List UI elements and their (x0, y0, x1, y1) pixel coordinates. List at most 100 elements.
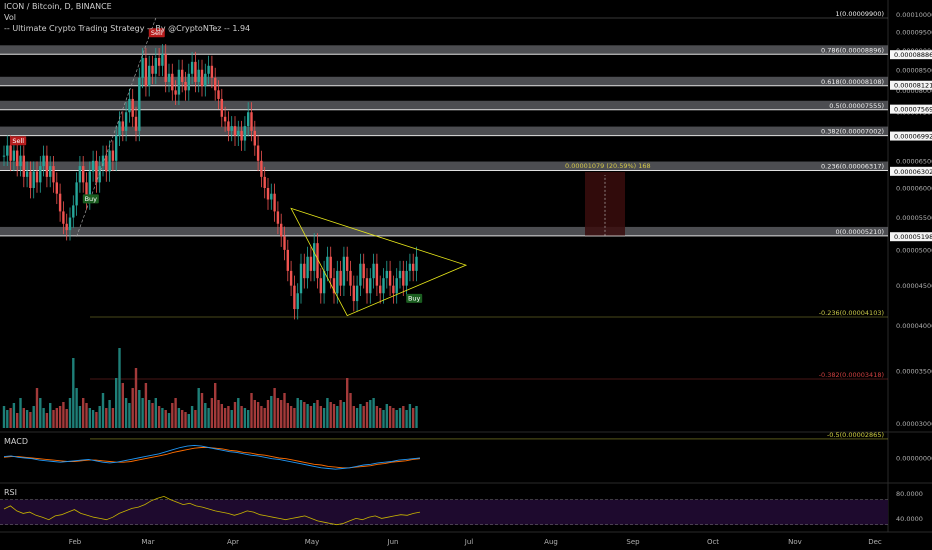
volume-bar (256, 402, 260, 428)
price-marker-bg (890, 131, 932, 141)
candle-body (144, 57, 148, 87)
candle-body (111, 150, 115, 161)
candle-body (352, 285, 355, 302)
volume-bar (29, 412, 32, 428)
candle-body (388, 270, 392, 286)
signal-badge (148, 28, 165, 38)
candle-body (164, 54, 167, 82)
candle-body (214, 77, 217, 91)
candle-body (2, 155, 6, 157)
volume-bar (379, 408, 382, 428)
volume-bar (124, 398, 128, 428)
volume-bar (121, 383, 124, 428)
rsi-legend[interactable]: RSI (4, 488, 17, 497)
volume-bar (253, 400, 256, 428)
fib-label: 1(0.00009900) (836, 10, 885, 18)
price-marker-bg (890, 104, 932, 114)
candle-body (161, 54, 164, 66)
candle-body (243, 126, 247, 141)
candle-body (359, 263, 362, 286)
volume-bar (138, 390, 141, 428)
candle-body (22, 155, 25, 177)
price-axis[interactable]: 0.000100000.000095000.000090000.00008500… (890, 11, 932, 428)
candle-body (299, 263, 303, 294)
volume-bar (184, 412, 187, 428)
candle-body (319, 278, 322, 294)
price-tick: 0.00004000 (896, 322, 932, 330)
candle-body (362, 263, 365, 279)
volume-bar (316, 400, 319, 428)
candle-body (32, 171, 35, 188)
volume-bar (395, 410, 398, 428)
macd-tick: 0.00000000 (896, 455, 932, 463)
time-tick: Sep (626, 538, 640, 546)
candle-body (19, 155, 22, 167)
time-tick: Dec (868, 538, 882, 546)
price-marker-bg (890, 50, 932, 60)
candle-body (184, 81, 187, 91)
volume-bar (58, 406, 62, 428)
candle-body (286, 249, 289, 271)
fib-band (0, 100, 888, 110)
candle-body (204, 73, 207, 87)
volume-bar (68, 398, 72, 428)
candle-body (39, 166, 42, 183)
candle-body (395, 278, 398, 294)
volume-legend[interactable]: Vol (4, 13, 16, 22)
time-axis[interactable]: Feb Mar Apr May Jun Jul Aug Sep Oct Nov Dec (69, 538, 882, 546)
candle-body (408, 263, 412, 271)
candle-body (346, 256, 349, 271)
volume-bar (42, 408, 45, 428)
volume-bar (108, 400, 111, 428)
volume-bar (392, 408, 395, 428)
price-tick: 0.00004500 (896, 282, 932, 290)
candle-body (177, 69, 181, 95)
volume-bar (65, 409, 68, 428)
volume-bar (91, 410, 95, 428)
candle-body (405, 270, 408, 286)
volume-bar (45, 413, 49, 428)
fib-label: 0.786(0.00008896) (821, 46, 884, 54)
volume-bar (306, 404, 309, 428)
macd-legend[interactable]: MACD (4, 437, 28, 446)
fib-label: -0.236(0.00004103) (819, 309, 884, 317)
volume-bar (32, 406, 35, 428)
volume-bar (6, 410, 9, 428)
volume-bar (286, 403, 289, 428)
candle-body (101, 155, 105, 167)
price-tick: 0.00003500 (896, 367, 932, 375)
volume-bar (276, 398, 280, 428)
volume-bar (375, 406, 379, 428)
volume-bar (194, 410, 197, 428)
price-tick: 0.00009500 (896, 29, 932, 37)
macd-line (3, 444, 421, 470)
rsi-tick: 80.0000 (896, 490, 923, 498)
volume-bar (22, 408, 25, 428)
volume-bar (88, 408, 91, 428)
volume-bar (151, 403, 154, 428)
volume-bar (141, 398, 144, 428)
trend-line (76, 17, 157, 237)
candle-body (372, 263, 375, 279)
candle-body (197, 69, 200, 82)
signal-label: Buy (85, 195, 98, 203)
candle-body (187, 73, 190, 91)
time-tick: Aug (544, 538, 558, 546)
candle-body (68, 217, 72, 231)
candle-body (35, 171, 39, 183)
price-marker: 0.00008886 (894, 51, 932, 59)
strategy-legend[interactable]: -- Ultimate Crypto Trading Strategy -- B… (4, 24, 251, 33)
fib-label: -0.382(0.00003418) (819, 371, 884, 379)
candle-body (12, 150, 16, 161)
fib-band (0, 161, 888, 171)
symbol-title[interactable]: ICON / Bitcoin, D, BINANCE (4, 2, 112, 11)
price-marker: 0.00006302 (894, 168, 932, 176)
candle-body (392, 285, 395, 294)
candle-body (9, 145, 12, 161)
candle-body (240, 130, 243, 141)
volume-bar (313, 403, 316, 428)
volume-bar (214, 383, 217, 428)
volume-bar (362, 406, 365, 428)
candle-body (402, 270, 405, 286)
